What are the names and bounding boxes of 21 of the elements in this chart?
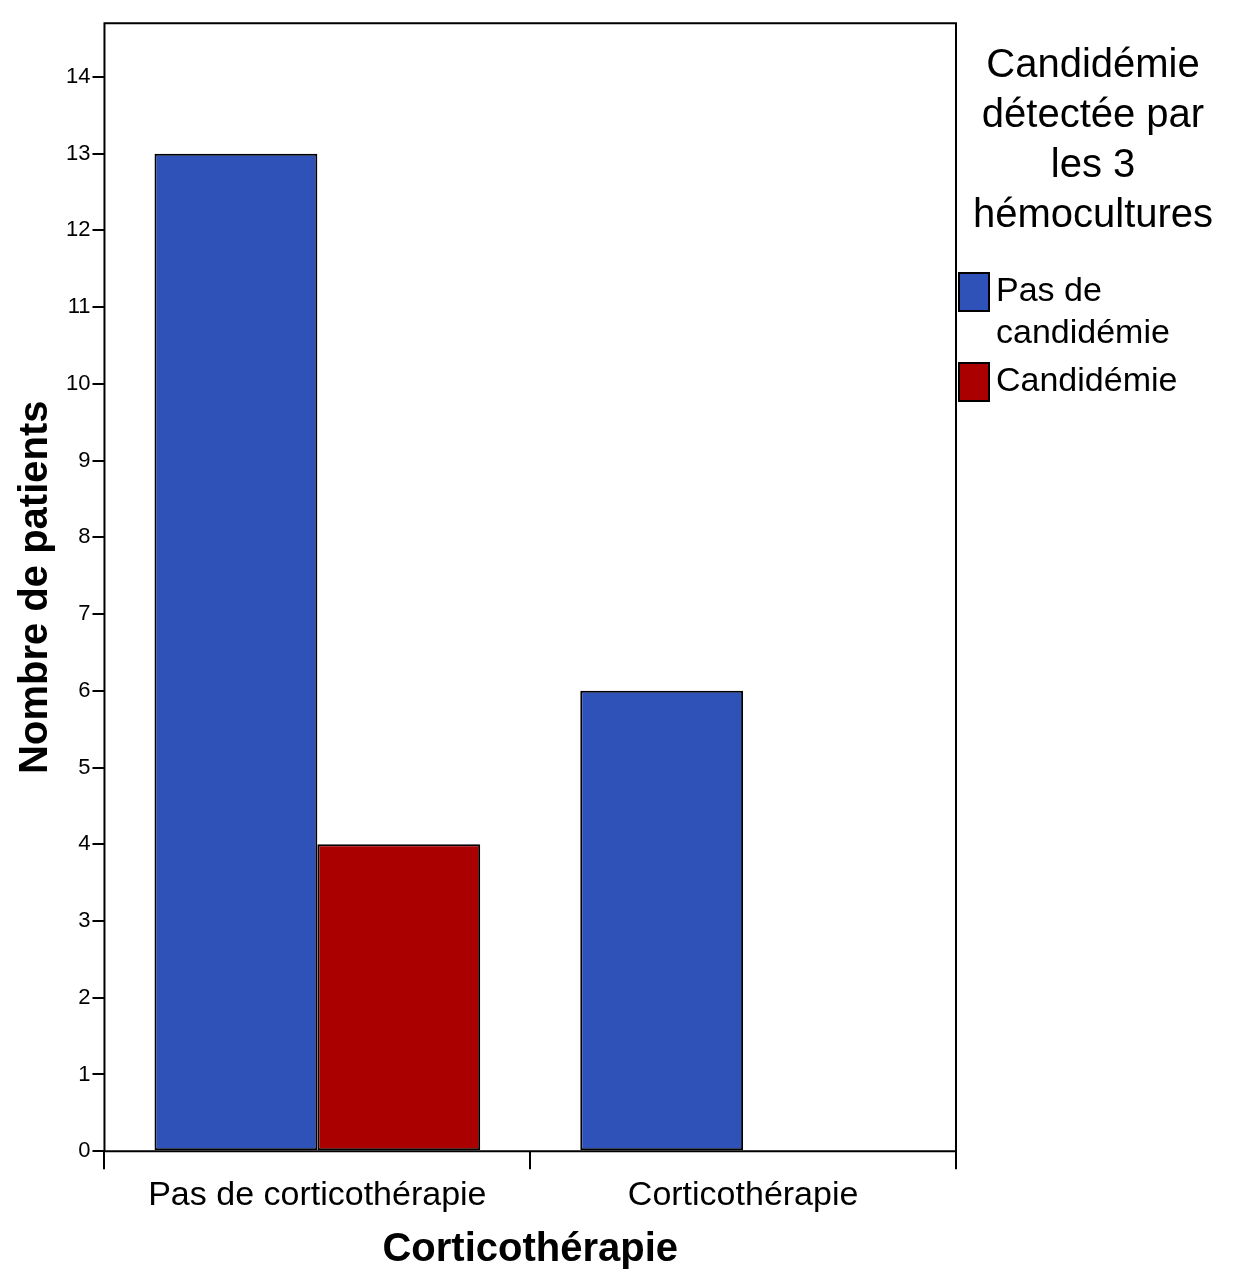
x-axis-title: Corticothérapie	[382, 1225, 679, 1270]
y-tick-label: 6	[78, 676, 91, 702]
y-tick-label: 11	[67, 293, 91, 319]
y-tick-label: 10	[65, 369, 91, 395]
y-tick-label: 2	[78, 983, 91, 1009]
y-tick-label: 0	[78, 1137, 91, 1163]
y-axis-title: Nombre de patients	[11, 400, 56, 774]
legend-title: Candidémie détectée par les 3 hémocultures	[971, 40, 1215, 237]
y-tick-label: 14	[65, 62, 91, 88]
y-tick-label: 3	[78, 907, 91, 933]
legend-label: Candidémie	[996, 359, 1178, 400]
y-tick-label: 7	[78, 600, 91, 626]
x-tick-label: Pas de corticothérapie	[148, 1173, 487, 1212]
y-tick-label: 4	[78, 830, 91, 856]
y-tick-label: 9	[78, 446, 91, 472]
y-tick-label: 1	[78, 1060, 91, 1086]
y-tick-label: 8	[78, 523, 91, 549]
legend-label: Pas de candidémie	[996, 269, 1171, 352]
y-tick-label: 12	[65, 216, 91, 242]
y-tick-label: 13	[65, 139, 91, 165]
y-tick-label: 5	[78, 753, 91, 779]
